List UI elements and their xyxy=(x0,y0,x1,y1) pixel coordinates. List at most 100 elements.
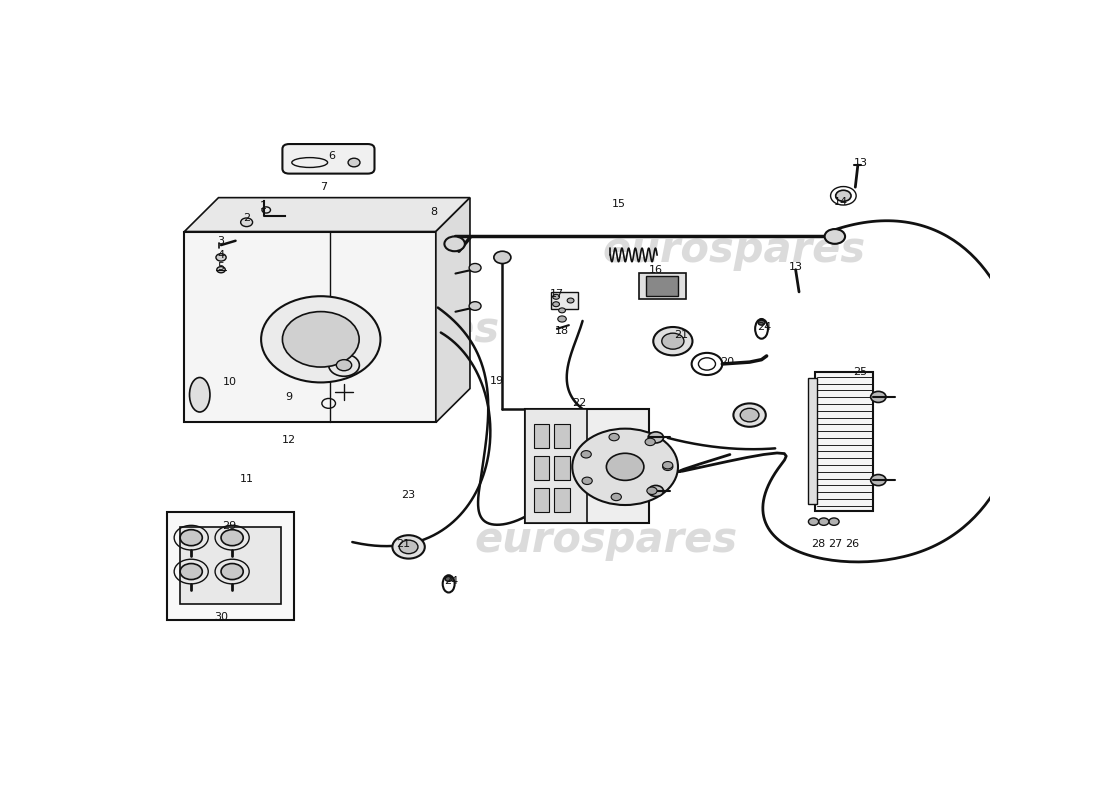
Circle shape xyxy=(871,391,886,402)
Circle shape xyxy=(606,454,643,480)
Circle shape xyxy=(662,462,673,469)
Text: 12: 12 xyxy=(283,434,296,445)
Circle shape xyxy=(836,190,851,202)
Circle shape xyxy=(216,254,227,261)
Circle shape xyxy=(558,316,566,322)
Bar xyxy=(551,292,579,309)
Circle shape xyxy=(552,302,560,306)
Text: 25: 25 xyxy=(854,367,868,377)
Text: 24: 24 xyxy=(757,322,771,332)
Text: 8: 8 xyxy=(430,207,438,217)
Circle shape xyxy=(734,403,766,426)
Text: 9: 9 xyxy=(286,392,293,402)
Text: 22: 22 xyxy=(572,398,586,408)
Text: 5: 5 xyxy=(218,262,224,272)
Circle shape xyxy=(283,311,359,367)
Text: 13: 13 xyxy=(789,262,803,272)
Text: eurospares: eurospares xyxy=(236,309,499,351)
Circle shape xyxy=(217,266,226,273)
Circle shape xyxy=(871,474,886,486)
Bar xyxy=(554,488,570,512)
Circle shape xyxy=(662,333,684,349)
Circle shape xyxy=(612,494,621,501)
Text: 10: 10 xyxy=(222,378,236,387)
Text: 14: 14 xyxy=(834,197,848,207)
Text: 19: 19 xyxy=(491,375,504,386)
Circle shape xyxy=(572,429,678,505)
Circle shape xyxy=(221,563,243,579)
Circle shape xyxy=(581,450,592,458)
Bar xyxy=(534,424,549,448)
Text: 2: 2 xyxy=(243,213,250,223)
Circle shape xyxy=(653,327,693,355)
Text: 21: 21 xyxy=(674,330,689,340)
Bar xyxy=(185,231,436,422)
Circle shape xyxy=(241,218,253,226)
Text: 3: 3 xyxy=(218,236,224,246)
Circle shape xyxy=(469,302,481,310)
Circle shape xyxy=(261,296,381,382)
Text: eurospares: eurospares xyxy=(603,229,866,271)
Circle shape xyxy=(348,158,360,167)
Text: 15: 15 xyxy=(613,199,626,209)
Circle shape xyxy=(559,308,565,313)
Bar xyxy=(808,378,817,505)
Circle shape xyxy=(221,530,243,546)
Bar xyxy=(646,277,678,296)
Circle shape xyxy=(444,237,465,251)
Text: 4: 4 xyxy=(218,250,224,260)
Bar xyxy=(167,512,294,619)
Circle shape xyxy=(399,540,418,554)
Text: 27: 27 xyxy=(827,539,842,550)
Circle shape xyxy=(337,360,352,370)
Circle shape xyxy=(648,486,663,497)
Bar xyxy=(526,409,649,523)
Text: 21: 21 xyxy=(396,539,410,550)
Circle shape xyxy=(446,577,452,582)
Text: 20: 20 xyxy=(720,357,735,367)
Bar xyxy=(180,527,280,604)
Circle shape xyxy=(393,535,425,558)
Bar xyxy=(534,488,549,512)
Circle shape xyxy=(647,487,657,494)
Text: 16: 16 xyxy=(649,265,663,274)
Ellipse shape xyxy=(189,378,210,412)
FancyBboxPatch shape xyxy=(283,144,374,174)
Circle shape xyxy=(180,563,202,579)
Circle shape xyxy=(648,432,663,443)
Bar xyxy=(815,372,873,510)
Text: 6: 6 xyxy=(329,151,336,162)
Text: 23: 23 xyxy=(402,490,416,500)
Circle shape xyxy=(818,518,829,526)
Circle shape xyxy=(180,530,202,546)
Circle shape xyxy=(469,263,481,272)
Bar xyxy=(526,409,586,523)
Text: 29: 29 xyxy=(222,521,236,531)
Text: 26: 26 xyxy=(845,539,859,550)
Text: 13: 13 xyxy=(854,158,868,167)
Circle shape xyxy=(494,251,510,263)
Text: eurospares: eurospares xyxy=(475,518,738,561)
Circle shape xyxy=(329,354,360,376)
Circle shape xyxy=(645,438,656,446)
Bar xyxy=(534,456,549,480)
Text: 18: 18 xyxy=(556,326,569,336)
Text: 1: 1 xyxy=(261,201,267,210)
Circle shape xyxy=(758,320,764,325)
Text: 28: 28 xyxy=(811,539,825,550)
Circle shape xyxy=(662,463,673,470)
Text: 30: 30 xyxy=(214,611,228,622)
Text: 11: 11 xyxy=(240,474,254,484)
Circle shape xyxy=(609,434,619,441)
Bar xyxy=(554,424,570,448)
Polygon shape xyxy=(185,198,470,231)
Circle shape xyxy=(808,518,818,526)
Circle shape xyxy=(568,298,574,303)
Bar xyxy=(554,456,570,480)
Circle shape xyxy=(582,477,592,485)
Polygon shape xyxy=(436,198,470,422)
Text: 24: 24 xyxy=(444,577,459,586)
Circle shape xyxy=(825,229,845,244)
Circle shape xyxy=(552,294,560,299)
Circle shape xyxy=(740,408,759,422)
